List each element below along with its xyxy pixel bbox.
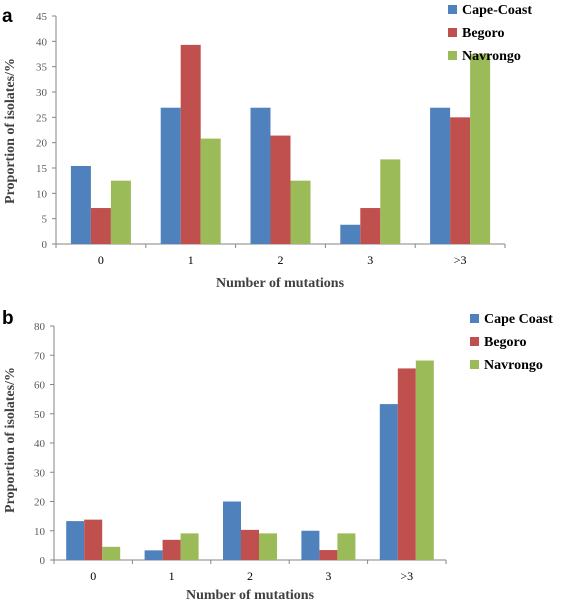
bar-cape-coast-2	[223, 501, 241, 560]
bar-navrongo-0	[110, 180, 131, 244]
bar-navrongo-2	[290, 180, 311, 244]
legend-label: Navrongo	[484, 358, 543, 373]
chart-a-y-ticks: 0 5 10 15 20 25 30 35 40 45	[36, 11, 56, 251]
bar-navrongo-1	[200, 138, 221, 244]
bar-begoro-3	[360, 208, 381, 244]
y-tick-label: 0	[40, 555, 46, 567]
bar-begoro-3	[319, 550, 338, 560]
x-tick-label: 0	[98, 253, 104, 267]
bar-cape-coast-0	[70, 165, 91, 244]
chart-a-x-ticks: 0 1 2 3 >3	[55, 244, 506, 267]
y-tick-label: 40	[34, 438, 46, 450]
bar-navrongo-4	[415, 360, 434, 560]
legend-swatch	[448, 28, 457, 37]
y-tick-label: 5	[42, 214, 48, 226]
chart-b-y-ticks: 0 10 20 30 40 50 60 70 80	[34, 321, 54, 567]
bar-begoro-1	[180, 44, 201, 244]
bar-begoro-2	[241, 529, 259, 560]
x-tick-label: >3	[400, 569, 413, 583]
y-tick-label: 30	[36, 87, 48, 99]
y-tick-label: 15	[36, 163, 48, 175]
chart-a-y-axis-title: Proportion of isolates/%	[3, 58, 18, 204]
bar-cape-coast-4	[430, 107, 451, 244]
bar-navrongo-4	[470, 54, 491, 244]
y-tick-label: 25	[36, 112, 48, 124]
chart-b-y-axis-title: Proportion of isolates/%	[3, 367, 18, 513]
bar-navrongo-3	[337, 533, 356, 560]
y-tick-label: 70	[34, 350, 46, 362]
x-tick-label: 0	[90, 569, 96, 583]
x-tick-label: 3	[367, 253, 373, 267]
legend-label: Cape-Coast	[462, 3, 532, 18]
chart-a-bars	[70, 44, 491, 244]
chart-b-x-ticks: 0 1 2 3 >3	[53, 560, 447, 583]
chart-a-legend: Cape-Coast Begoro Navrongo	[448, 3, 532, 64]
bar-begoro-0	[90, 208, 111, 244]
x-tick-label: 2	[247, 569, 253, 583]
legend-swatch	[470, 314, 479, 323]
y-tick-label: 35	[36, 62, 48, 74]
bar-begoro-4	[397, 368, 416, 560]
bar-begoro-4	[450, 117, 471, 244]
bar-navrongo-2	[259, 533, 277, 560]
bar-cape-coast-1	[160, 107, 181, 244]
legend-swatch	[470, 337, 479, 346]
y-tick-label: 20	[34, 497, 46, 509]
x-tick-label: 2	[278, 253, 284, 267]
bar-cape-coast-3	[301, 530, 320, 560]
bar-navrongo-1	[180, 533, 199, 560]
bar-navrongo-0	[102, 546, 121, 560]
y-tick-label: 50	[34, 409, 46, 421]
bar-cape-coast-2	[250, 107, 271, 244]
chart-b-x-axis-title: Number of mutations	[186, 588, 315, 602]
bar-begoro-1	[162, 539, 181, 560]
chart-b-legend: Cape Coast Begoro Navrongo	[470, 312, 553, 373]
legend-label: Begoro	[462, 26, 505, 41]
panel-b-label: b	[2, 308, 14, 329]
x-tick-label: 1	[169, 569, 175, 583]
y-tick-label: 30	[34, 467, 46, 479]
chart-a-x-axis-title: Number of mutations	[216, 276, 345, 291]
legend-swatch	[448, 5, 457, 14]
legend-label: Cape Coast	[484, 312, 553, 327]
panel-a-label: a	[2, 6, 13, 27]
chart-b-bars	[66, 360, 434, 560]
y-tick-label: 0	[42, 239, 48, 251]
legend-label: Navrongo	[462, 49, 521, 64]
x-tick-label: 3	[325, 569, 331, 583]
legend-label: Begoro	[484, 335, 527, 350]
x-tick-label: >3	[454, 253, 467, 267]
bar-navrongo-3	[380, 159, 401, 244]
y-tick-label: 45	[36, 11, 48, 23]
chart-a: a 0 5 10 15 20 25 30 35 40 45 0 1 2 3 >3 Number of mu…	[2, 3, 532, 291]
y-tick-label: 10	[36, 188, 48, 200]
bar-begoro-2	[270, 135, 291, 244]
y-tick-label: 60	[34, 380, 46, 392]
bar-cape-coast-4	[379, 404, 398, 560]
y-tick-label: 20	[36, 138, 48, 150]
legend-swatch	[448, 51, 457, 60]
x-tick-label: 1	[188, 253, 194, 267]
chart-b: b 0 10 20 30 40 50 60 70 80 0 1 2 3 >3 Number of mut…	[2, 308, 553, 602]
y-tick-label: 40	[36, 36, 48, 48]
bar-cape-coast-0	[66, 521, 85, 560]
bar-cape-coast-3	[340, 224, 361, 244]
y-tick-label: 10	[34, 526, 46, 538]
bar-cape-coast-1	[144, 550, 163, 560]
legend-swatch	[470, 360, 479, 369]
y-tick-label: 80	[34, 321, 46, 333]
bar-begoro-0	[84, 519, 103, 560]
